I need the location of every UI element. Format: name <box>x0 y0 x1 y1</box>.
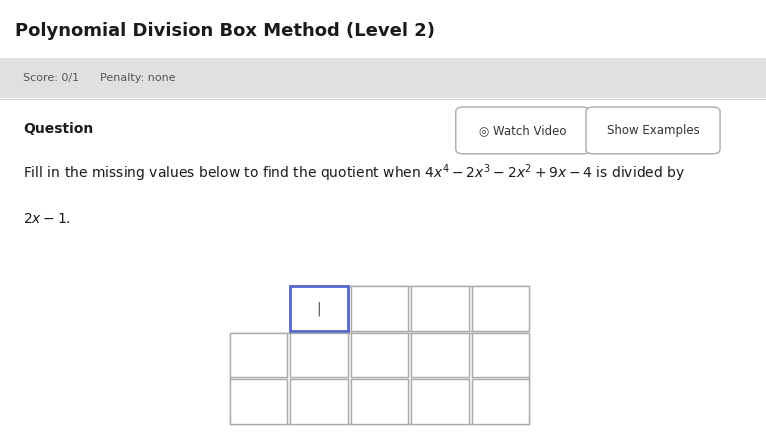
Text: Show Examples: Show Examples <box>607 124 699 137</box>
FancyBboxPatch shape <box>586 107 720 154</box>
Text: Question: Question <box>23 122 93 136</box>
FancyBboxPatch shape <box>351 379 408 424</box>
FancyBboxPatch shape <box>351 333 408 377</box>
FancyBboxPatch shape <box>290 379 348 424</box>
FancyBboxPatch shape <box>411 379 469 424</box>
FancyBboxPatch shape <box>472 286 529 331</box>
FancyBboxPatch shape <box>230 379 287 424</box>
FancyBboxPatch shape <box>456 107 590 154</box>
FancyBboxPatch shape <box>230 333 287 377</box>
FancyBboxPatch shape <box>290 333 348 377</box>
FancyBboxPatch shape <box>290 286 348 331</box>
FancyBboxPatch shape <box>230 333 529 424</box>
FancyBboxPatch shape <box>0 99 766 100</box>
FancyBboxPatch shape <box>472 379 529 424</box>
FancyBboxPatch shape <box>290 286 529 331</box>
FancyBboxPatch shape <box>472 333 529 377</box>
FancyBboxPatch shape <box>411 286 469 331</box>
Text: ◎ Watch Video: ◎ Watch Video <box>479 124 567 137</box>
Text: Polynomial Division Box Method (Level 2): Polynomial Division Box Method (Level 2) <box>15 22 435 40</box>
Text: |: | <box>316 301 322 316</box>
FancyBboxPatch shape <box>0 58 766 98</box>
FancyBboxPatch shape <box>351 286 408 331</box>
Text: Score: 0/1: Score: 0/1 <box>23 73 79 83</box>
Text: Penalty: none: Penalty: none <box>100 73 175 83</box>
FancyBboxPatch shape <box>411 333 469 377</box>
Text: Fill in the missing values below to find the quotient when $4x^4-2x^3-2x^2+9x-4$: Fill in the missing values below to find… <box>23 163 686 184</box>
Text: $2x-1$.: $2x-1$. <box>23 212 70 226</box>
